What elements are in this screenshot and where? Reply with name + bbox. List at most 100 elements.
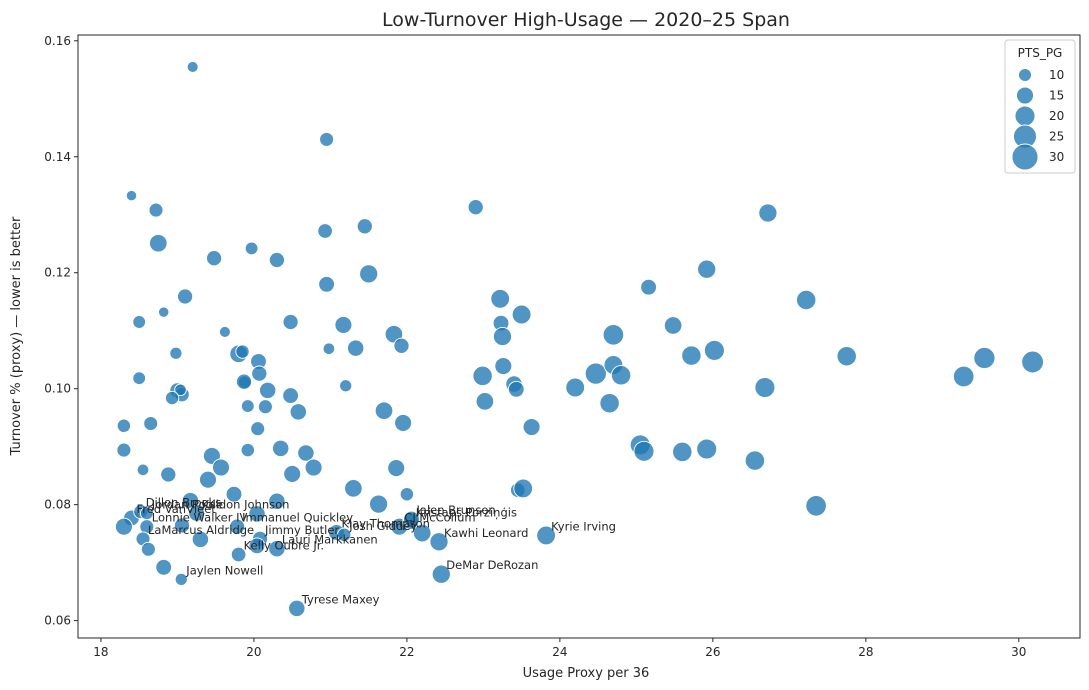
data-point bbox=[158, 306, 170, 318]
point-annotation: CJ McCollum bbox=[404, 511, 475, 525]
data-point bbox=[399, 487, 415, 502]
data-point bbox=[492, 326, 513, 347]
data-point bbox=[703, 339, 725, 361]
data-point bbox=[250, 421, 266, 437]
data-point bbox=[272, 439, 290, 458]
x-tick-label: 24 bbox=[552, 645, 567, 659]
data-point bbox=[681, 345, 702, 366]
point-annotation: Lauri Markkanen bbox=[282, 533, 378, 547]
data-point bbox=[174, 572, 188, 586]
data-point bbox=[188, 504, 205, 522]
data-point bbox=[248, 505, 266, 523]
x-tick-label: 20 bbox=[246, 645, 261, 659]
data-point bbox=[369, 494, 389, 514]
legend-entry-label: 15 bbox=[1049, 89, 1064, 103]
point-annotation: DeMar DeRozan bbox=[446, 558, 538, 572]
data-point bbox=[143, 416, 159, 431]
data-point bbox=[374, 401, 394, 420]
data-point bbox=[173, 517, 191, 534]
data-point bbox=[602, 324, 625, 346]
point-annotation: Lonnie Walker IV bbox=[152, 511, 248, 525]
data-point bbox=[758, 203, 778, 223]
data-point bbox=[240, 399, 255, 413]
data-point bbox=[225, 485, 243, 503]
data-point bbox=[282, 313, 299, 331]
points-layer bbox=[114, 60, 1044, 618]
legend-entry-label: 25 bbox=[1049, 130, 1064, 144]
data-point bbox=[235, 373, 253, 390]
point-annotation: Kawhi Leonard bbox=[444, 526, 528, 540]
data-point bbox=[697, 259, 717, 279]
data-point bbox=[257, 399, 273, 415]
data-point bbox=[973, 346, 996, 370]
data-point bbox=[490, 288, 511, 309]
x-axis-label: Usage Proxy per 36 bbox=[523, 666, 650, 681]
point-annotation: Kelly Oubre Jr. bbox=[244, 539, 324, 553]
legend-marker bbox=[1018, 68, 1032, 82]
data-point bbox=[403, 510, 420, 528]
data-point bbox=[796, 289, 817, 311]
data-point bbox=[116, 418, 132, 433]
data-point bbox=[186, 60, 199, 73]
data-point bbox=[116, 442, 132, 458]
data-point bbox=[282, 387, 299, 404]
data-point bbox=[149, 233, 168, 253]
point-annotation: Jordan Poole bbox=[151, 497, 223, 511]
data-point bbox=[472, 365, 493, 387]
data-point bbox=[136, 463, 150, 477]
data-point bbox=[304, 458, 323, 477]
data-point bbox=[199, 470, 217, 489]
plot-frame bbox=[77, 34, 1081, 639]
data-point bbox=[356, 218, 373, 235]
y-tick-label: 0.14 bbox=[44, 150, 71, 164]
x-tick-label: 22 bbox=[399, 645, 414, 659]
data-point bbox=[663, 316, 683, 335]
data-point bbox=[536, 525, 556, 546]
data-point bbox=[148, 202, 164, 218]
axes: 18 20 22 24 26 28 30 0.06 0.08 0.10 0.12 0.14 0.16 bbox=[44, 34, 1081, 659]
data-point bbox=[114, 517, 133, 536]
data-point bbox=[251, 365, 268, 382]
point-annotation: LaMarcus Aldridge bbox=[148, 523, 254, 537]
data-point bbox=[288, 599, 306, 618]
data-point bbox=[125, 189, 138, 202]
data-point bbox=[1021, 350, 1044, 374]
legend: PTS_PG 10 15 20 25 30 bbox=[1004, 39, 1076, 174]
data-point bbox=[394, 413, 413, 432]
data-point bbox=[522, 418, 541, 436]
data-point bbox=[337, 527, 352, 542]
data-point bbox=[599, 393, 620, 414]
data-point bbox=[289, 403, 307, 421]
x-tick-label: 26 bbox=[705, 645, 720, 659]
legend-title: PTS_PG bbox=[1018, 46, 1063, 60]
point-annotation: Jalen Brunson bbox=[416, 503, 496, 517]
y-tick-label: 0.10 bbox=[44, 382, 71, 396]
data-point bbox=[387, 459, 406, 478]
legend-entry-label: 20 bbox=[1049, 109, 1064, 123]
data-point bbox=[155, 558, 173, 576]
point-annotation: Jimmy Butler bbox=[264, 523, 339, 537]
point-annotation: Kyrie Irving bbox=[551, 519, 616, 533]
legend-entry-label: 30 bbox=[1049, 150, 1064, 164]
data-point bbox=[744, 450, 766, 471]
data-point bbox=[132, 315, 147, 329]
point-annotation: Tyrese Maxey bbox=[301, 592, 380, 606]
data-point bbox=[513, 478, 534, 499]
data-point bbox=[640, 278, 657, 296]
data-point bbox=[322, 342, 336, 355]
data-point bbox=[805, 495, 827, 517]
data-point bbox=[268, 251, 285, 269]
data-point bbox=[206, 250, 223, 267]
y-tick-label: 0.12 bbox=[44, 266, 71, 280]
data-point bbox=[494, 357, 513, 376]
data-point bbox=[610, 365, 632, 386]
data-point bbox=[268, 540, 286, 558]
legend-marker bbox=[1016, 86, 1034, 105]
point-annotation: Dillon Brooks bbox=[146, 496, 222, 510]
data-point bbox=[696, 438, 718, 460]
data-point bbox=[160, 466, 177, 483]
data-point bbox=[268, 492, 286, 510]
y-tick-label: 0.06 bbox=[44, 614, 71, 628]
